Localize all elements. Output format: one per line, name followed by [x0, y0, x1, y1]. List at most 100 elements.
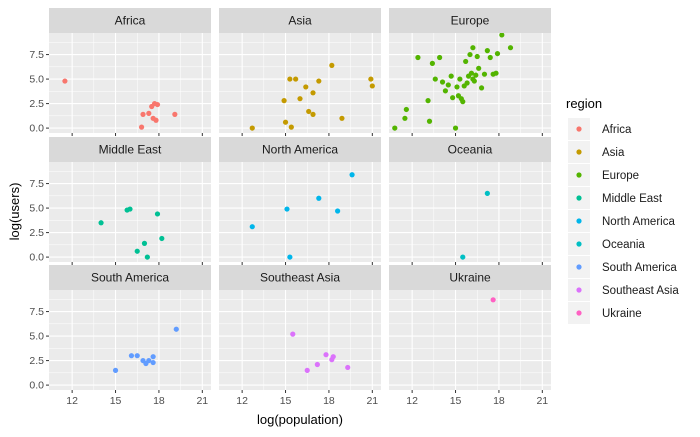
panel-background [219, 162, 381, 262]
y-tick-label: 0.0 [29, 252, 44, 264]
panel-asia: Asia [219, 8, 381, 136]
data-point [282, 119, 289, 125]
data-point [452, 125, 459, 131]
x-tick-label: 15 [450, 395, 462, 407]
x-tick-label: 18 [323, 395, 335, 407]
data-point [144, 254, 150, 260]
data-point [150, 359, 156, 366]
data-point [284, 206, 290, 212]
data-point [112, 367, 119, 373]
data-point [330, 354, 336, 360]
data-point [159, 235, 165, 242]
x-tick-label: 12 [236, 395, 248, 407]
legend-swatch [576, 264, 582, 270]
data-point [310, 90, 316, 96]
panel-south-america: South America 0.0 2.5 5.0 7.5 12 15 18 21 [29, 265, 211, 407]
data-point [437, 54, 443, 61]
points-north-america [249, 172, 355, 260]
panel-background [219, 290, 381, 390]
y-tick-label: 2.5 [29, 98, 44, 110]
legend-title: region [566, 96, 602, 111]
panel-europe: Europe [389, 8, 551, 136]
facet-strip [49, 8, 211, 33]
legend-swatch [576, 287, 582, 293]
facet-strip [389, 8, 551, 33]
legend-label: North America [602, 216, 675, 228]
data-point [172, 111, 178, 117]
points-asia [249, 62, 375, 131]
data-point [476, 65, 482, 71]
data-point [310, 111, 316, 117]
points-southeast-asia [290, 331, 351, 373]
data-point [460, 254, 466, 260]
facet-label: Ukraine [449, 271, 491, 285]
data-point [290, 331, 296, 337]
data-point [349, 172, 355, 178]
legend-swatch [576, 126, 582, 132]
data-point [493, 70, 499, 76]
legend-swatch [576, 241, 582, 247]
data-point [402, 115, 408, 121]
legend-item-europe: Europe [568, 164, 639, 186]
x-tick-label: 12 [406, 395, 418, 407]
points-south-america [112, 326, 179, 373]
data-point [368, 76, 374, 82]
data-point [297, 96, 303, 102]
data-point [316, 195, 322, 201]
panel-background [49, 162, 211, 262]
data-point [468, 70, 475, 76]
data-point [146, 110, 152, 116]
data-point [484, 48, 490, 54]
data-point [470, 45, 476, 51]
data-point [473, 72, 479, 78]
data-point [128, 353, 135, 359]
legend: region Africa Asia Europe Middle East North A… [566, 96, 679, 324]
legend-label: Africa [602, 124, 632, 136]
y-tick-label: 5.0 [29, 331, 44, 343]
data-point [490, 297, 496, 303]
x-tick-label: 12 [66, 395, 78, 407]
y-tick-label: 5.0 [29, 203, 44, 215]
x-tick-label: 21 [196, 395, 208, 407]
facet-label: North America [262, 143, 338, 157]
data-point [293, 76, 299, 82]
data-point [62, 78, 68, 84]
points-africa [62, 78, 178, 130]
data-point [138, 124, 145, 130]
data-point [494, 50, 501, 57]
panel-background [49, 33, 211, 133]
data-point [467, 51, 473, 58]
x-tick-label: 15 [280, 395, 292, 407]
data-point [134, 248, 140, 254]
data-point [345, 364, 351, 371]
legend-item-north-america: North America [568, 210, 675, 232]
data-point [403, 106, 409, 113]
legend-item-middle-east: Middle East [568, 187, 663, 209]
legend-item-southeast-asia: Southeast Asia [568, 279, 679, 301]
panel-oceania: Oceania [389, 137, 551, 265]
legend-item-oceania: Oceania [568, 233, 645, 255]
data-point [487, 54, 493, 61]
x-tick-label: 21 [366, 395, 378, 407]
x-tick-label: 15 [110, 395, 122, 407]
y-tick-label: 7.5 [29, 178, 44, 190]
legend-swatch [576, 149, 582, 155]
facet-label: Asia [288, 14, 312, 28]
data-point [153, 117, 159, 123]
data-point [281, 98, 287, 104]
data-point [154, 211, 161, 217]
legend-label: Oceania [602, 239, 645, 251]
data-point [450, 95, 456, 101]
y-tick-label: 7.5 [29, 306, 44, 318]
data-point [369, 83, 375, 89]
x-axis-title: log(population) [257, 412, 343, 427]
data-point [249, 224, 255, 230]
legend-label: South America [602, 262, 677, 274]
legend-item-asia: Asia [568, 141, 625, 163]
data-point [150, 354, 156, 360]
legend-label: Southeast Asia [602, 285, 679, 297]
facet-strip [219, 137, 381, 162]
data-point [478, 85, 485, 91]
data-point [439, 79, 446, 85]
